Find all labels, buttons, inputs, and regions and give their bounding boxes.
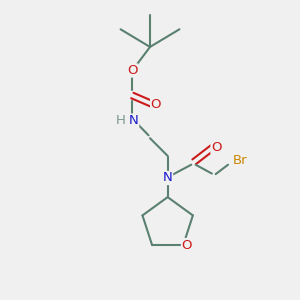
Text: H: H <box>116 114 126 127</box>
Text: O: O <box>182 238 192 252</box>
Text: O: O <box>151 98 161 111</box>
Text: Br: Br <box>232 154 247 167</box>
Text: O: O <box>211 141 221 154</box>
Text: N: N <box>163 172 172 184</box>
Text: N: N <box>129 114 139 127</box>
Text: O: O <box>127 64 138 77</box>
